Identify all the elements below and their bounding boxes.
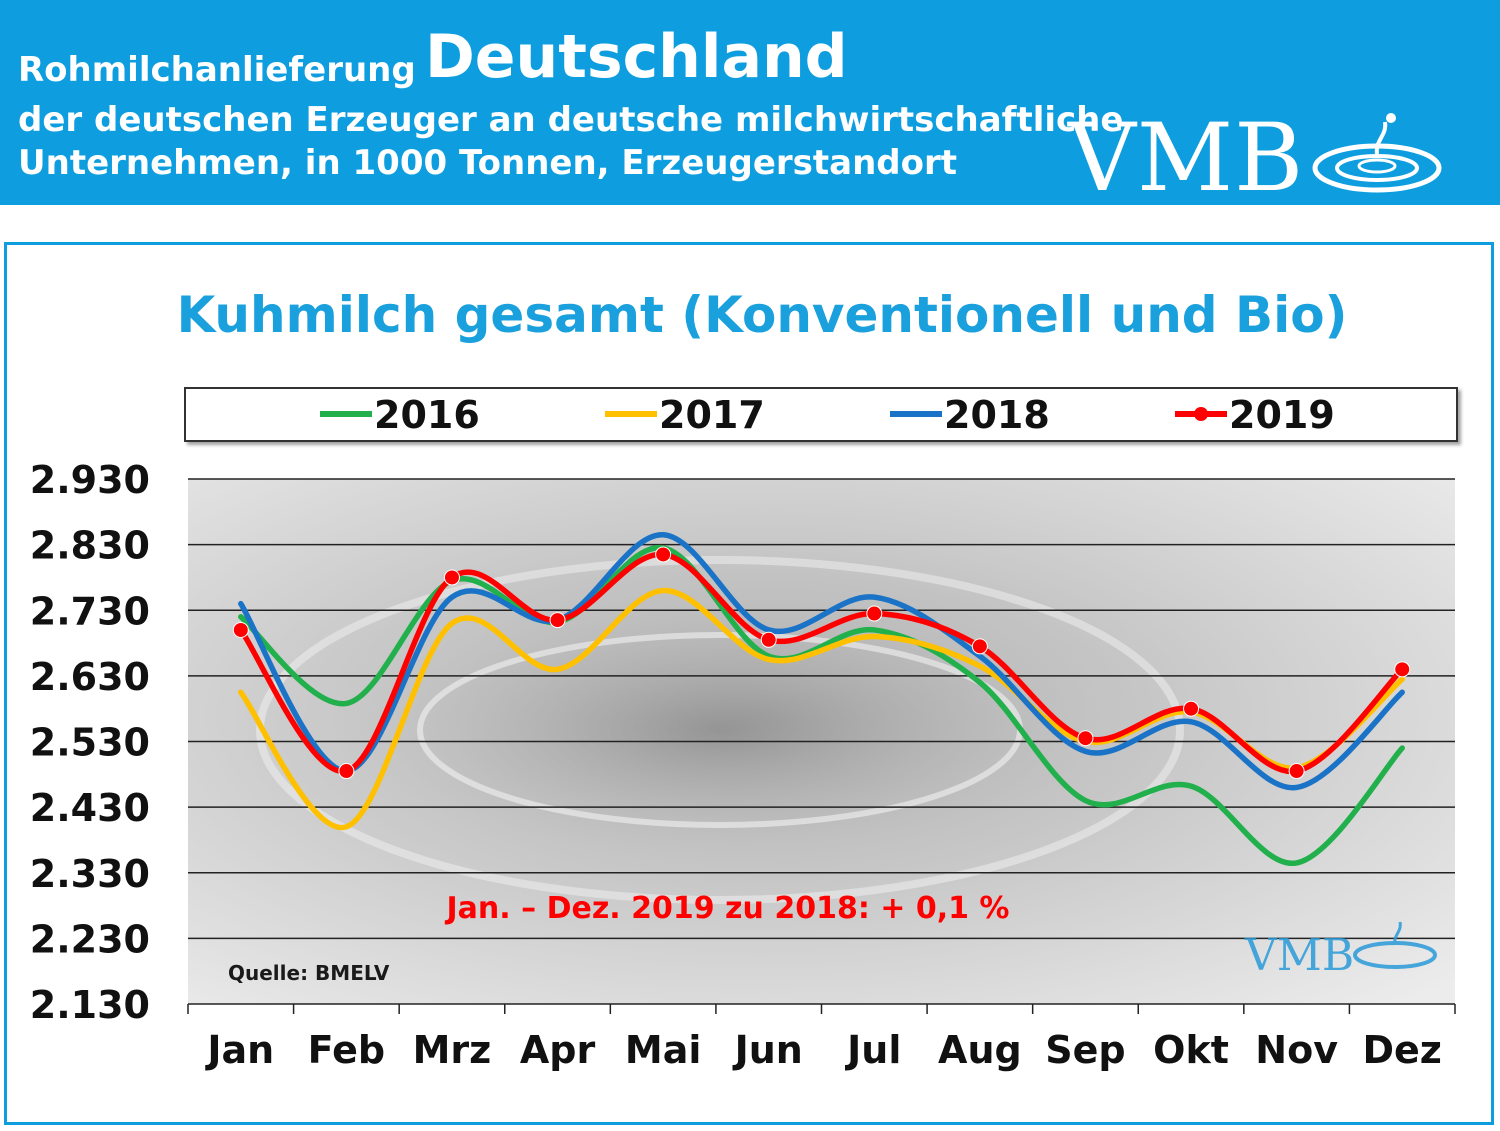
watermark-logo: VMB xyxy=(1244,921,1437,981)
data-point-2019 xyxy=(443,569,460,586)
x-tick-label: Nov xyxy=(1255,1028,1338,1072)
x-axis-ticks: Jan Feb Mrz Apr Mai Jun Jul Aug Sep Okt Nov Dez xyxy=(187,1004,1456,1072)
y-tick-label: 2.230 xyxy=(30,917,150,961)
series-line-2018 xyxy=(238,532,1405,791)
data-point-2019 xyxy=(1288,763,1305,780)
y-tick-label: 2.330 xyxy=(30,852,150,896)
vmb-logo-icon xyxy=(1312,113,1442,193)
x-tick-label: Jan xyxy=(204,1028,274,1072)
x-tick-label: Mai xyxy=(625,1028,701,1072)
y-tick-label: 2.930 xyxy=(30,458,150,502)
header-prefix: Rohmilchanlieferung xyxy=(18,50,416,90)
x-tick-label: Aug xyxy=(938,1028,1022,1072)
x-tick-label: Dez xyxy=(1362,1028,1441,1072)
data-point-2019 xyxy=(1183,700,1200,717)
data-point-2019 xyxy=(1077,730,1094,747)
x-tick-label: Feb xyxy=(308,1028,385,1072)
data-point-2019 xyxy=(549,612,566,629)
x-tick-label: Mrz xyxy=(413,1028,492,1072)
data-point-2019 xyxy=(1394,661,1411,678)
x-tick-label: Jul xyxy=(844,1028,901,1072)
legend: 2016 2017 2018 2019 xyxy=(320,393,1335,437)
vmb-logo-text: VMB xyxy=(1068,104,1305,206)
watermark-logo-drop xyxy=(1393,921,1402,946)
legend-label-2019: 2019 xyxy=(1229,393,1335,437)
header-country: Deutschland xyxy=(425,22,848,92)
data-point-2019 xyxy=(866,605,883,622)
x-tick-label: Sep xyxy=(1045,1028,1125,1072)
legend-label-2018: 2018 xyxy=(944,393,1050,437)
chart-title: Kuhmilch gesamt (Konventionell und Bio) xyxy=(177,286,1348,344)
header-subtitle-line-1: der deutschen Erzeuger an deutsche milch… xyxy=(18,100,1124,140)
y-tick-label: 2.630 xyxy=(30,655,150,699)
source-label: Quelle: BMELV xyxy=(228,961,390,985)
header-subtitle-line-2: Unternehmen, in 1000 Tonnen, Erzeugersta… xyxy=(18,143,958,183)
y-tick-label: 2.530 xyxy=(30,721,150,765)
y-axis-ticks: 2.930 2.830 2.730 2.630 2.530 2.430 2.330 2.230… xyxy=(30,458,150,1027)
legend-marker-2019 xyxy=(1194,407,1208,421)
legend-box xyxy=(184,387,1458,442)
y-tick-label: 2.730 xyxy=(30,589,150,633)
data-point-2019 xyxy=(338,763,355,780)
header-banner: Rohmilchanlieferung Deutschland der deut… xyxy=(0,0,1500,205)
data-point-2019 xyxy=(655,546,672,563)
data-point-2019 xyxy=(971,638,988,655)
legend-label-2016: 2016 xyxy=(374,393,480,437)
y-tick-label: 2.130 xyxy=(30,983,150,1027)
y-tick-label: 2.830 xyxy=(30,524,150,568)
legend-label-2017: 2017 xyxy=(659,393,765,437)
milk-splash-image xyxy=(300,580,1140,880)
x-tick-label: Apr xyxy=(520,1028,596,1072)
y-tick-label: 2.430 xyxy=(30,786,150,830)
watermark-logo-text: VMB xyxy=(1244,930,1354,981)
x-tick-label: Okt xyxy=(1153,1028,1229,1072)
x-tick-label: Jun xyxy=(732,1028,803,1072)
data-point-2019 xyxy=(760,631,777,648)
series-lines xyxy=(232,532,1411,866)
chart-annotation: Jan. – Dez. 2019 zu 2018: + 0,1 % xyxy=(445,891,1010,926)
data-point-2019 xyxy=(232,621,249,638)
